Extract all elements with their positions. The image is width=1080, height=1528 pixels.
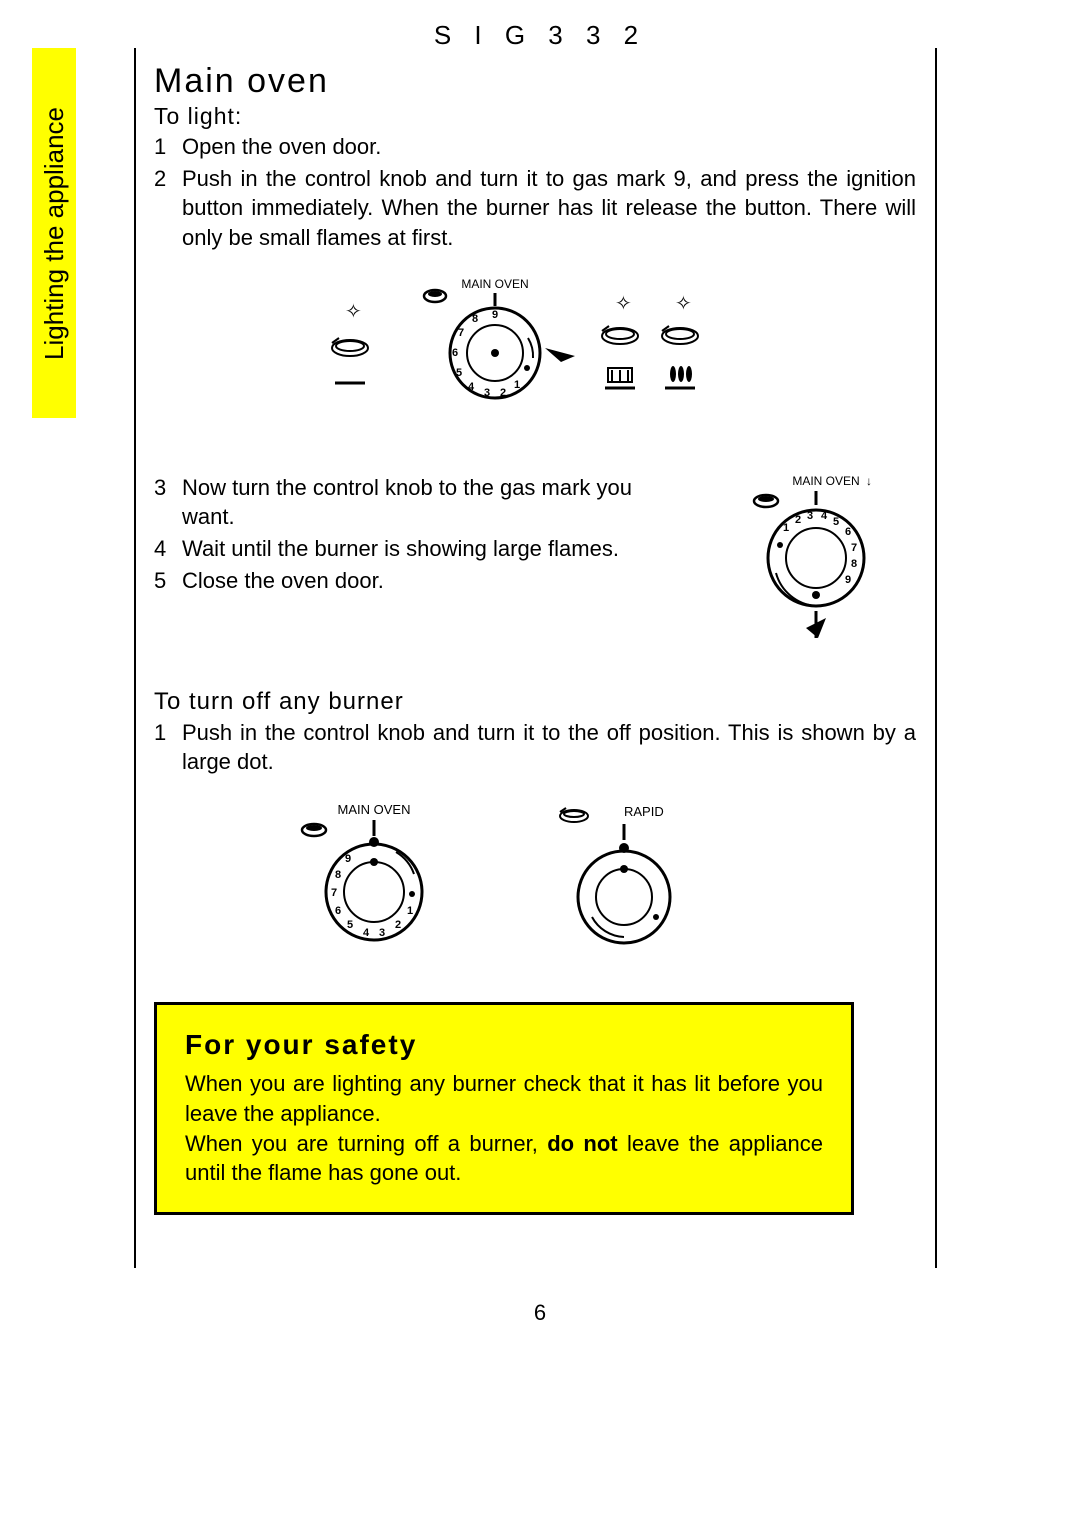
svg-text:6: 6: [335, 905, 341, 917]
list-item: 1 Push in the control knob and turn it t…: [154, 718, 916, 777]
svg-text:3: 3: [484, 387, 490, 399]
svg-text:3: 3: [807, 510, 813, 522]
step-number: 2: [154, 164, 182, 253]
svg-text:9: 9: [492, 309, 498, 321]
step-number: 1: [154, 718, 182, 777]
page-number: 6: [0, 1300, 1080, 1326]
step-text: Close the oven door.: [182, 566, 686, 596]
svg-text:4: 4: [468, 381, 475, 393]
step-number: 5: [154, 566, 182, 596]
list-item: 3 Now turn the control knob to the gas m…: [154, 473, 686, 532]
svg-text:✧: ✧: [345, 301, 362, 323]
list-item: 2 Push in the control knob and turn it t…: [154, 164, 916, 253]
diagram-row-2: MAIN OVEN 9 8 7 6 5 4 3 2 1: [154, 802, 916, 967]
svg-text:9: 9: [845, 574, 851, 586]
content-area: Main oven To light: 1 Open the oven door…: [154, 62, 916, 1215]
svg-text:MAIN OVEN: MAIN OVEN: [461, 278, 528, 291]
split-row: 3 Now turn the control knob to the gas m…: [154, 473, 916, 678]
dial-diagram-side: MAIN OVEN ↓ 2 3 4 5 6 7 8 9 1: [736, 473, 896, 673]
turn-off-title: To turn off any burner: [154, 688, 916, 716]
svg-text:2: 2: [395, 919, 401, 931]
step-number: 1: [154, 132, 182, 162]
step-text: Push in the control knob and turn it to …: [182, 718, 916, 777]
vertical-rule-right: [935, 48, 937, 1268]
header-model: S I G 3 3 2: [150, 20, 930, 51]
sidebar-tab-label: Lighting the appliance: [39, 107, 70, 360]
svg-text:8: 8: [851, 558, 857, 570]
svg-text:3: 3: [379, 927, 385, 939]
safety-text-2: When you are turning off a burner, do no…: [185, 1129, 823, 1188]
steps-list-a: 1 Open the oven door. 2 Push in the cont…: [154, 132, 916, 253]
turn-off-steps: 1 Push in the control knob and turn it t…: [154, 718, 916, 777]
svg-text:✧: ✧: [675, 293, 692, 315]
svg-text:MAIN OVEN: MAIN OVEN: [792, 474, 859, 488]
svg-text:4: 4: [363, 927, 370, 939]
list-item: 4 Wait until the burner is showing large…: [154, 534, 686, 564]
safety-box: For your safety When you are lighting an…: [154, 1002, 854, 1215]
svg-text:↓: ↓: [866, 474, 872, 488]
off-dials-diagram: MAIN OVEN 9 8 7 6 5 4 3 2 1: [254, 802, 754, 962]
svg-text:4: 4: [821, 510, 828, 522]
step-number: 3: [154, 473, 182, 532]
svg-text:1: 1: [514, 379, 520, 391]
svg-text:8: 8: [472, 313, 478, 325]
diagram-row-1: ✧ MAIN OVEN 9 8 7 6: [154, 278, 916, 443]
svg-text:9: 9: [345, 853, 351, 865]
svg-text:7: 7: [331, 887, 337, 899]
step-number: 4: [154, 534, 182, 564]
svg-text:5: 5: [456, 367, 462, 379]
svg-text:5: 5: [833, 516, 839, 528]
safety-title: For your safety: [185, 1029, 823, 1061]
svg-text:7: 7: [851, 542, 857, 554]
step-text: Now turn the control knob to the gas mar…: [182, 473, 686, 532]
section-subtitle: To light:: [154, 103, 916, 130]
svg-text:8: 8: [335, 869, 341, 881]
svg-text:✧: ✧: [615, 293, 632, 315]
svg-text:6: 6: [452, 347, 458, 359]
svg-text:5: 5: [347, 919, 353, 931]
section-title: Main oven: [154, 62, 916, 101]
svg-text:MAIN OVEN: MAIN OVEN: [338, 802, 411, 817]
svg-text:6: 6: [845, 526, 851, 538]
control-panel-diagram: ✧ MAIN OVEN 9 8 7 6: [305, 278, 765, 438]
list-item: 1 Open the oven door.: [154, 132, 916, 162]
step-text: Open the oven door.: [182, 132, 916, 162]
step-text: Wait until the burner is showing large f…: [182, 534, 686, 564]
safety-text-1: When you are lighting any burner check t…: [185, 1069, 823, 1128]
list-item: 5 Close the oven door.: [154, 566, 686, 596]
svg-text:1: 1: [783, 522, 789, 534]
vertical-rule-left: [134, 48, 136, 1268]
svg-text:2: 2: [795, 514, 801, 526]
svg-text:2: 2: [500, 387, 506, 399]
svg-text:1: 1: [407, 905, 413, 917]
svg-text:RAPID: RAPID: [624, 804, 664, 819]
step-text: Push in the control knob and turn it to …: [182, 164, 916, 253]
svg-text:7: 7: [458, 327, 464, 339]
steps-list-b: 3 Now turn the control knob to the gas m…: [154, 473, 686, 596]
sidebar-tab: Lighting the appliance: [32, 48, 76, 418]
